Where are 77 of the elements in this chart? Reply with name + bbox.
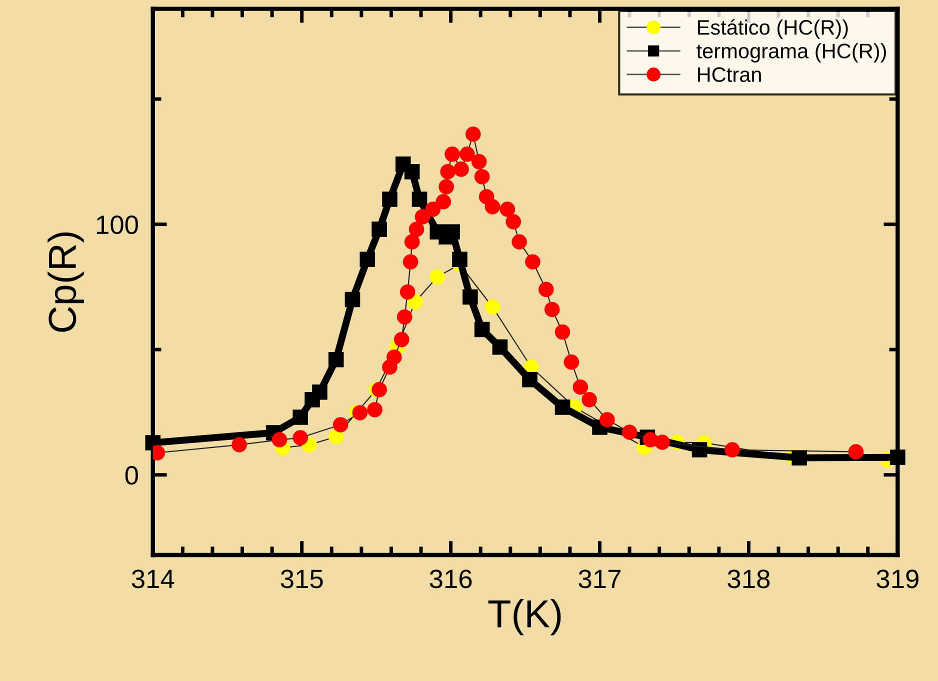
point: [792, 450, 807, 466]
point: [232, 437, 247, 452]
point: [654, 434, 670, 450]
legend-label: HCtran: [698, 67, 761, 82]
x-tick-label: 319: [876, 570, 918, 588]
point: [484, 199, 500, 214]
y-axis-title: Cp(R): [48, 232, 84, 332]
point: [642, 432, 658, 448]
point: [367, 402, 382, 418]
legend-label: termograma (HC(R)): [696, 43, 886, 63]
point: [522, 372, 538, 388]
point: [692, 442, 708, 458]
point: [471, 154, 487, 170]
point: [292, 430, 308, 446]
point: [440, 164, 456, 180]
point: [572, 380, 588, 395]
point: [512, 234, 527, 250]
x-tick-label: 316: [430, 570, 472, 588]
point: [474, 322, 490, 338]
point: [396, 309, 412, 325]
x-tick-label: 315: [280, 570, 323, 588]
point: [372, 222, 387, 237]
point: [328, 352, 344, 368]
point: [454, 162, 469, 177]
point: [436, 194, 451, 210]
point: [724, 442, 740, 458]
point: [414, 209, 430, 224]
x-tick-label: 318: [728, 570, 770, 588]
point: [360, 252, 376, 268]
point: [444, 224, 460, 240]
point: [408, 222, 424, 237]
point: [292, 410, 308, 425]
point: [382, 192, 398, 207]
point: [407, 294, 423, 310]
point: [474, 169, 490, 184]
point: [438, 179, 454, 194]
point: [460, 146, 475, 162]
point: [344, 292, 360, 308]
point: [272, 432, 288, 448]
point: [525, 254, 540, 270]
y-tick-label: 0: [125, 466, 138, 485]
point: [554, 324, 570, 340]
point: [600, 412, 615, 428]
point: [400, 284, 416, 300]
point: [425, 202, 441, 217]
point: [622, 424, 638, 440]
point: [402, 254, 418, 270]
point: [332, 417, 348, 432]
point: [412, 192, 428, 207]
point: [484, 299, 500, 315]
point: [506, 214, 522, 230]
point: [312, 384, 328, 400]
point: [564, 354, 580, 370]
point: [404, 164, 420, 180]
point: [462, 289, 478, 305]
point: [492, 339, 508, 355]
point: [582, 392, 597, 408]
point: [538, 282, 554, 298]
point: [890, 450, 906, 465]
legend-label: Estático (HC(R)): [698, 19, 848, 39]
point: [466, 126, 481, 142]
point: [544, 302, 560, 318]
point: [430, 269, 446, 285]
point: [848, 444, 864, 460]
point: [372, 382, 387, 398]
point: [404, 234, 420, 250]
x-tick-label: 317: [578, 570, 620, 588]
point: [500, 202, 516, 217]
x-axis-title: T(K): [488, 599, 561, 636]
point: [554, 400, 570, 415]
point: [328, 429, 344, 444]
point: [386, 349, 402, 365]
x-tick-label: 314: [132, 570, 174, 588]
y-tick-label: 100: [96, 215, 138, 234]
point: [352, 405, 368, 420]
point: [444, 146, 460, 162]
point: [394, 332, 410, 348]
